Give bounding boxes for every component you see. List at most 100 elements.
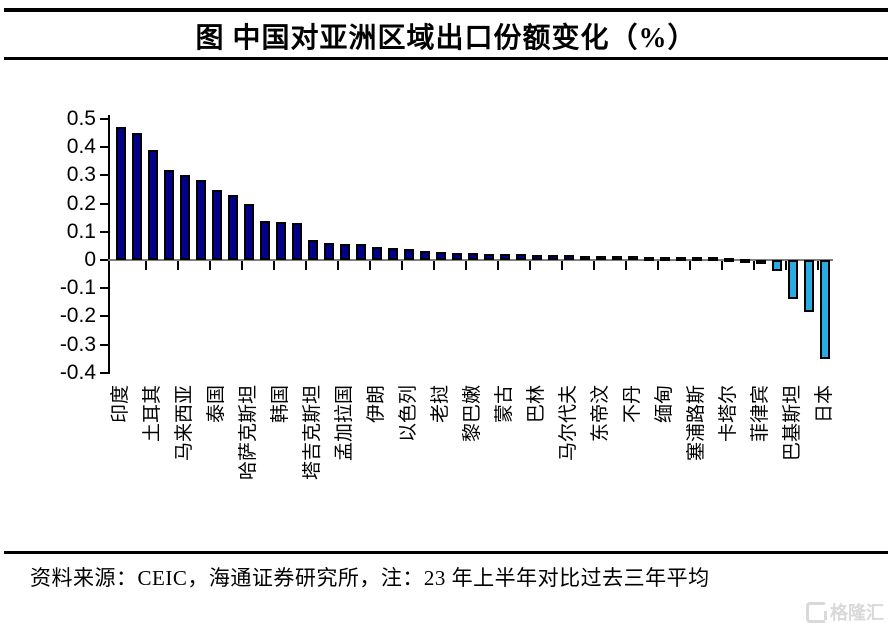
- y-axis-tick: [100, 343, 108, 346]
- category-label: 卡塔尔: [717, 385, 739, 443]
- category-label: 黎巴嫩: [461, 385, 483, 443]
- source-note: 资料来源：CEIC，海通证券研究所，注：23 年上半年对比过去三年平均: [30, 566, 710, 590]
- chart-bar: [659, 256, 670, 261]
- chart-bar: [179, 175, 190, 260]
- y-axis-tick: [100, 202, 108, 205]
- category-label: 巴基斯坦: [781, 385, 803, 462]
- chart-bar: [115, 127, 126, 260]
- y-axis-tick: [100, 371, 108, 374]
- x-axis-tick: [144, 261, 147, 270]
- chart-bar: [339, 243, 350, 260]
- chart-bar: [211, 189, 222, 260]
- category-label: 孟加拉国: [333, 385, 355, 462]
- y-axis-tick: [100, 287, 108, 290]
- chart-bar: [755, 260, 766, 264]
- x-axis-tick: [432, 261, 435, 270]
- y-axis-tick: [100, 315, 108, 318]
- chart-bar: [451, 252, 462, 260]
- category-label: 韩国: [269, 385, 291, 424]
- category-label: 老挝: [429, 385, 451, 424]
- chart-bar: [259, 220, 270, 260]
- x-axis-tick: [368, 261, 371, 270]
- category-label: 巴林: [525, 385, 547, 424]
- category-label: 哈萨克斯坦: [237, 385, 259, 481]
- chart-bar: [371, 247, 382, 260]
- chart-bar: [147, 150, 158, 260]
- chart-bar: [227, 195, 238, 260]
- chart-bar: [611, 256, 622, 261]
- chart-bar: [499, 254, 510, 260]
- x-axis-tick: [656, 261, 659, 270]
- category-label: 蒙古: [493, 385, 515, 424]
- x-axis-tick: [304, 261, 307, 270]
- chart-bar: [723, 257, 734, 262]
- y-axis-tick-label: -0.4: [59, 360, 96, 384]
- chart-title: 图 中国对亚洲区域出口份额变化（%）: [195, 23, 697, 54]
- footer-rule: [4, 551, 888, 554]
- chart-bar: [275, 221, 286, 260]
- chart-bar: [707, 257, 718, 262]
- chart-bar: [787, 260, 798, 300]
- zero-baseline: [108, 259, 833, 261]
- x-axis-tick: [528, 261, 531, 270]
- chart-bar: [307, 240, 318, 260]
- y-axis-tick: [100, 118, 108, 120]
- x-axis-tick: [592, 261, 595, 270]
- chart-bar: [131, 133, 142, 260]
- x-axis-tick: [464, 261, 467, 270]
- x-axis-tick: [688, 261, 691, 270]
- category-label: 缅甸: [653, 385, 675, 424]
- x-axis-tick: [624, 261, 627, 270]
- category-label: 塞浦路斯: [685, 385, 707, 462]
- chart-bar: [547, 255, 558, 260]
- x-axis-tick: [176, 261, 179, 270]
- chart-bar: [563, 255, 574, 260]
- chart-bar: [819, 260, 830, 359]
- chart-bar: [515, 254, 526, 260]
- category-label: 以色列: [397, 385, 419, 443]
- x-axis-tick: [240, 261, 243, 270]
- y-axis-tick: [100, 259, 108, 261]
- x-axis-tick: [336, 261, 339, 270]
- chart-bar: [291, 223, 302, 260]
- bar-chart-plot: 0.5 0.4 0.3 0.2 0.1 0 -0.1 -0.2 -0.3 -0.4 印度 土耳其 马来…: [59, 107, 835, 481]
- chart-bar: [803, 260, 814, 313]
- category-label: 东帝汶: [589, 385, 611, 443]
- chart-bar: [691, 257, 702, 262]
- chart-bar: [595, 256, 606, 261]
- category-label: 伊朗: [365, 385, 387, 424]
- chart-bar: [355, 244, 366, 260]
- y-axis-tick-label: -0.1: [59, 276, 96, 300]
- chart-bar: [467, 253, 478, 260]
- category-label: 不丹: [621, 385, 643, 424]
- chart-bar: [531, 254, 542, 260]
- y-axis-tick-label: 0.1: [66, 219, 96, 243]
- logo-text: 格隆汇: [830, 603, 884, 623]
- x-axis-tick: [720, 261, 723, 270]
- chart-bar: [771, 260, 782, 272]
- chart-bar: [403, 248, 414, 260]
- chart-bar: [627, 256, 638, 261]
- y-axis-tick-label: -0.2: [59, 304, 96, 328]
- category-label: 菲律宾: [749, 385, 771, 443]
- chart-bar: [483, 253, 494, 260]
- chart-bar: [579, 255, 590, 260]
- title-underline-rule: [4, 57, 888, 60]
- x-axis-tick: [400, 261, 403, 270]
- category-label: 塔吉克斯坦: [301, 385, 323, 481]
- chart-bar: [387, 248, 398, 260]
- y-axis-tick-label: 0.3: [66, 163, 96, 187]
- grandlogo-icon: [806, 601, 827, 623]
- y-axis-line: [108, 115, 110, 374]
- chart-bar: [195, 179, 206, 260]
- y-axis-tick: [100, 230, 108, 233]
- category-label: 印度: [109, 385, 131, 424]
- category-label: 日本: [813, 385, 835, 424]
- x-axis-tick: [208, 261, 211, 270]
- y-axis-tick: [100, 146, 108, 149]
- y-axis-tick: [100, 174, 108, 177]
- y-axis-tick-label: 0.5: [66, 107, 96, 130]
- chart-bar: [739, 258, 750, 263]
- y-axis-tick-label: 0: [84, 248, 96, 271]
